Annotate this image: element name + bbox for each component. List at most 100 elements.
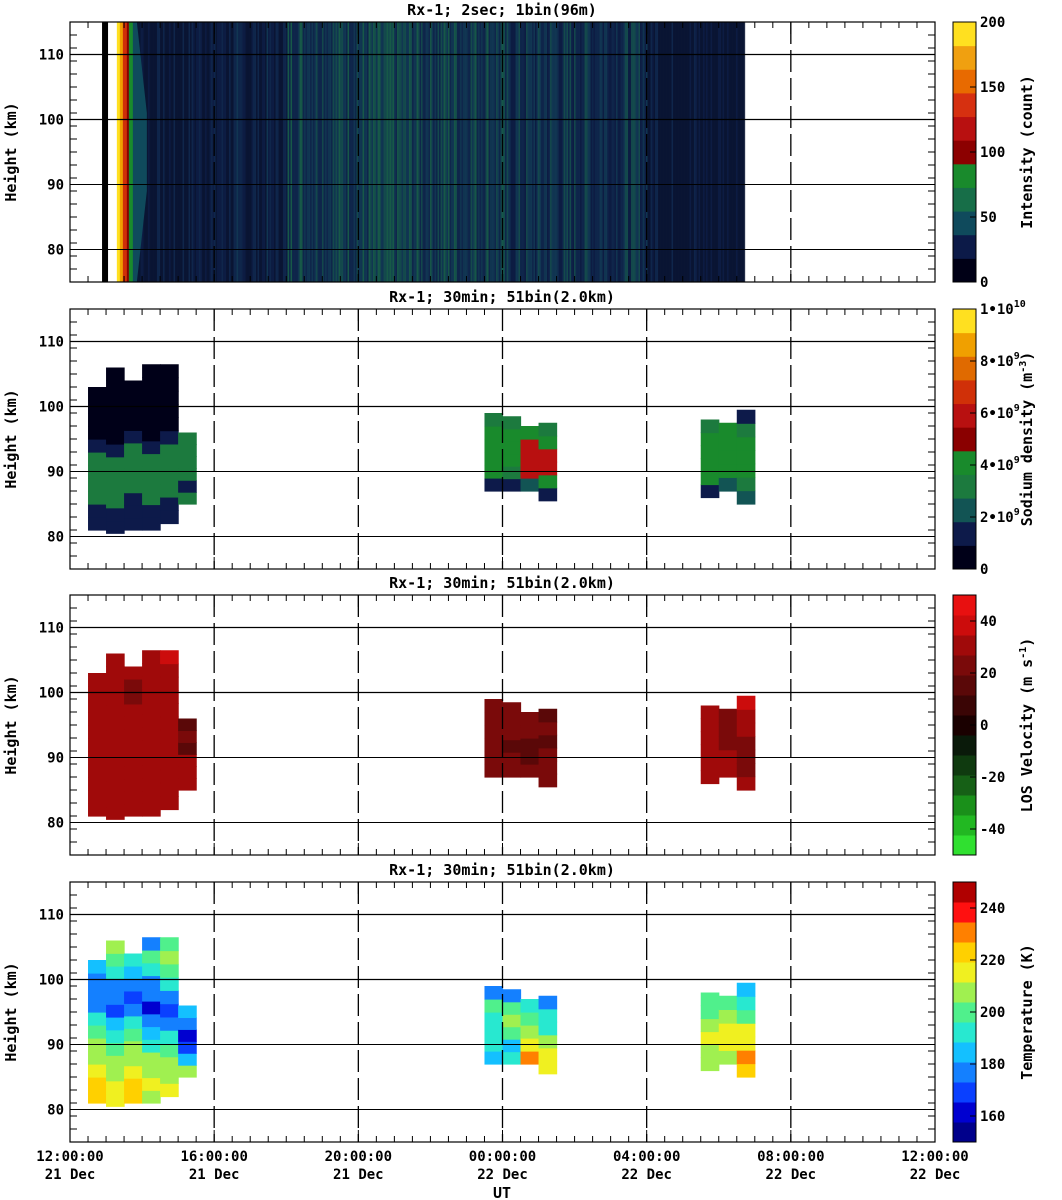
data-cell [736, 736, 756, 751]
intensity-column [553, 22, 555, 282]
intensity-column [364, 22, 366, 282]
intensity-column [652, 22, 654, 282]
intensity-column [707, 22, 710, 282]
intensity-column [599, 22, 602, 282]
intensity-column [452, 22, 455, 282]
data-cell [718, 708, 738, 723]
intensity-column [661, 22, 663, 282]
data-cell [178, 480, 197, 493]
intensity-column [197, 22, 200, 282]
data-cell [538, 435, 558, 450]
intensity-column [166, 22, 168, 282]
colorbar-tick-label: 6•109 [980, 403, 1020, 422]
intensity-column [520, 22, 522, 282]
y-tick-label: 90 [47, 465, 64, 481]
data-cell [88, 673, 107, 687]
colorbar-segment [953, 427, 976, 452]
data-cell [502, 1014, 522, 1028]
intensity-column [173, 22, 176, 282]
intensity-column [721, 22, 723, 282]
intensity-column [403, 22, 405, 282]
grid [70, 595, 935, 855]
data-cell [106, 1042, 125, 1056]
data-cell [736, 1009, 756, 1024]
intensity-column [604, 22, 606, 282]
data-cell [178, 1017, 197, 1030]
intensity-column [665, 22, 668, 282]
intensity-column [634, 22, 636, 282]
data-cell [88, 699, 107, 713]
colorbar-segment [953, 635, 976, 656]
data-cell [538, 773, 558, 788]
intensity-column [284, 22, 287, 282]
intensity-column [532, 22, 534, 282]
data-cell [160, 743, 179, 758]
intensity-column [349, 22, 351, 282]
intensity-column [353, 22, 356, 282]
data-cell [124, 517, 143, 531]
colorbar-segment [953, 922, 976, 943]
data-cell [142, 453, 161, 467]
colorbar-segment [953, 545, 976, 570]
data-cell [124, 728, 143, 742]
intensity-column [317, 22, 320, 282]
data-cell [106, 730, 125, 744]
intensity-column [260, 22, 263, 282]
intensity-column [428, 22, 431, 282]
data-cell [700, 718, 720, 733]
data-cell [124, 990, 143, 1004]
data-cell [106, 444, 125, 458]
colorbar-tick-label: 50 [980, 210, 997, 226]
colorbar-tick-label: 1•1010 [980, 299, 1026, 318]
intensity-column [640, 22, 642, 282]
data-cell [160, 796, 179, 811]
y-tick-label: 90 [47, 1038, 64, 1054]
intensity-column [680, 22, 683, 282]
data-cell [88, 725, 107, 739]
data-cell [142, 975, 161, 989]
data-cell [88, 764, 107, 778]
intensity-column [548, 22, 551, 282]
intensity-column [469, 22, 471, 282]
intensity-column [655, 22, 657, 282]
intensity-column [709, 22, 711, 282]
data-cell [160, 1069, 179, 1084]
data-cell [178, 468, 197, 481]
data-cell [106, 405, 125, 420]
data-cell [142, 1039, 161, 1053]
panel-los-velocity: Rx-1; 30min; 51bin(2.0km) 80 90 100 110 Hei… [2, 574, 1036, 856]
intensity-column [218, 22, 221, 282]
intensity-column [533, 22, 536, 282]
data-cell [106, 393, 125, 407]
data-cell [502, 428, 522, 442]
data-cell [142, 663, 161, 677]
x-tick-date: 21 Dec [45, 1167, 96, 1183]
intensity-column [376, 22, 378, 282]
x-tick-date: 22 Dec [621, 1167, 672, 1183]
data-cell [88, 1077, 107, 1091]
y-axis-label: Height (km) [2, 102, 20, 201]
data-cell [520, 764, 540, 778]
intensity-column [359, 22, 362, 282]
intensity-column [638, 22, 641, 282]
data-cell [124, 678, 143, 693]
colorbar-tick-label: 0 [980, 562, 988, 578]
data-cell [520, 439, 540, 453]
intensity-column [557, 22, 560, 282]
intensity-column [179, 22, 182, 282]
data-cell [142, 726, 161, 741]
intensity-column [437, 22, 440, 282]
data-cell [142, 364, 161, 378]
data-cell [160, 404, 179, 418]
intensity-column [592, 22, 594, 282]
colorbar-segment [953, 615, 976, 636]
data-cell [538, 422, 558, 437]
intensity-column [728, 22, 731, 282]
intensity-column [670, 22, 672, 282]
intensity-column [667, 22, 669, 282]
colorbar-unit: m s [1018, 659, 1036, 686]
intensity-column [389, 22, 392, 282]
intensity-column [605, 22, 608, 282]
intensity-column [692, 22, 695, 282]
intensity-column [314, 22, 317, 282]
